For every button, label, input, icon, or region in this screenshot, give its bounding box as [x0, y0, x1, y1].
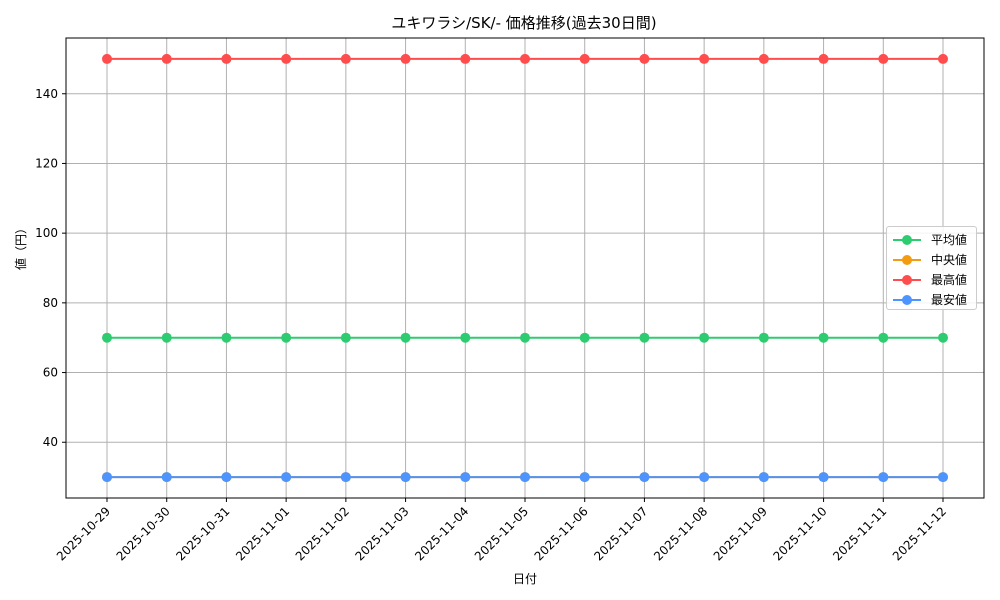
data-point [102, 472, 112, 483]
y-axis-label: 値（円） [14, 221, 28, 270]
data-point [460, 53, 471, 64]
x-tick-label: 2025-11-06 [532, 504, 591, 563]
data-point [400, 53, 411, 64]
data-point [520, 332, 530, 343]
x-tick-label: 2025-11-01 [233, 504, 292, 563]
data-point [221, 472, 232, 483]
y-tick-label: 120 [35, 156, 58, 170]
data-point [102, 53, 112, 64]
x-tick-label: 2025-10-31 [173, 504, 232, 563]
legend-item-min: 最安値 [887, 289, 976, 309]
legend-label: 中央値 [931, 253, 968, 267]
legend-item-average: 平均値 [887, 229, 976, 249]
data-point [221, 332, 232, 343]
series-line [102, 53, 948, 64]
x-axis-label: 日付 [512, 572, 537, 586]
y-tick-label: 60 [43, 366, 58, 380]
y-tick-label: 40 [43, 435, 58, 449]
data-point [460, 332, 471, 343]
x-tick-label: 2025-11-08 [651, 504, 710, 563]
x-tick-label: 2025-11-02 [293, 504, 352, 563]
x-tick-label: 2025-11-09 [711, 504, 770, 563]
data-point [938, 53, 948, 64]
legend-dot-icon [902, 235, 912, 245]
data-point [221, 53, 232, 64]
data-point [938, 332, 948, 343]
legend-dot-icon [902, 275, 912, 285]
x-tick-label: 2025-11-07 [591, 504, 650, 563]
data-point [340, 53, 351, 64]
legend: 平均値 中央値 最高値 最安値 [886, 226, 977, 310]
series-line [102, 332, 948, 343]
data-point [340, 332, 351, 343]
data-point [400, 332, 411, 343]
data-point [281, 472, 292, 483]
x-tick-label: 2025-11-05 [472, 504, 531, 563]
data-point [579, 332, 590, 343]
x-tick-label: 2025-11-04 [412, 504, 471, 563]
data-point [699, 53, 710, 64]
data-point [460, 472, 471, 483]
data-point [281, 53, 292, 64]
data-point [818, 53, 829, 64]
data-point [161, 332, 172, 343]
legend-item-median: 中央値 [887, 249, 976, 269]
data-point [520, 53, 530, 64]
legend-dot-icon [902, 295, 912, 305]
data-point [102, 332, 112, 343]
data-point [938, 472, 948, 483]
data-point [818, 332, 829, 343]
data-point [878, 472, 889, 483]
legend-label: 最高値 [931, 273, 968, 287]
data-point [639, 472, 650, 483]
x-tick-label: 2025-10-30 [114, 504, 173, 563]
data-point [520, 472, 530, 483]
data-point [579, 53, 590, 64]
x-tick-label: 2025-11-10 [770, 504, 829, 563]
data-point [699, 472, 710, 483]
data-point [639, 53, 650, 64]
plot-frame [65, 37, 985, 499]
chart-title: ユキワラシ/SK/- 価格推移(過去30日間) [391, 14, 657, 32]
data-point [818, 472, 829, 483]
data-point [758, 53, 769, 64]
y-tick-label: 100 [35, 226, 58, 240]
series-line [102, 472, 948, 483]
data-point [400, 472, 411, 483]
data-point [281, 332, 292, 343]
data-point [579, 472, 590, 483]
data-point [340, 472, 351, 483]
x-tick-label: 2025-10-29 [54, 504, 113, 563]
data-point [699, 332, 710, 343]
legend-item-max: 最高値 [887, 269, 976, 289]
y-tick-label: 80 [43, 296, 58, 310]
data-point [878, 332, 889, 343]
legend-label: 平均値 [931, 233, 968, 247]
data-point [639, 332, 650, 343]
x-tick-label: 2025-11-03 [352, 504, 411, 563]
x-tick-label: 2025-11-11 [830, 504, 889, 563]
legend-dot-icon [902, 255, 912, 265]
data-point [758, 472, 769, 483]
data-point [161, 472, 172, 483]
data-point [161, 53, 172, 64]
data-point [758, 332, 769, 343]
x-tick-label: 2025-11-12 [890, 504, 949, 563]
legend-label: 最安値 [931, 293, 968, 307]
data-point [878, 53, 889, 64]
y-tick-label: 140 [35, 87, 58, 101]
